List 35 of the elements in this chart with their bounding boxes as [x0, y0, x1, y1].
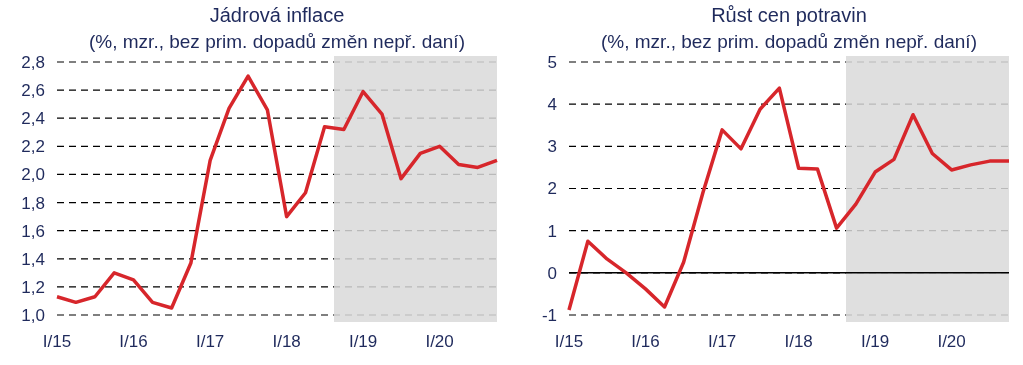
x-tick-label: I/16 [119, 332, 148, 351]
y-tick-label: 5 [547, 52, 557, 72]
y-tick-label: 2,8 [21, 52, 45, 72]
y-tick-label: 1,6 [21, 221, 45, 241]
chart-title: Jádrová inflace [209, 4, 345, 26]
y-tick-label: 4 [547, 95, 557, 115]
x-tick-label: I/19 [348, 332, 378, 351]
y-tick-label: 1 [547, 221, 557, 241]
x-tick-label: I/18 [272, 332, 301, 351]
line-series [567, 86, 1011, 312]
y-tick-label: 2,6 [21, 81, 45, 101]
y-tick-label: 1,0 [21, 305, 45, 325]
chart-subtitle: (%, mzr., bez prim. dopadů změn nepř. daní) [89, 31, 465, 52]
y-tick-label: 1,4 [21, 249, 45, 269]
y-tick-label: 3 [547, 137, 557, 157]
y-tick-label: 2 [547, 179, 557, 199]
x-tick-label: I/19 [860, 332, 890, 351]
x-tick-label: I/17 [707, 332, 737, 351]
x-tick-label: I/18 [784, 332, 813, 351]
line-series [55, 74, 499, 310]
y-tick-label: 1,2 [21, 277, 45, 297]
x-tick-label: I/15 [554, 332, 584, 351]
x-tick-label: I/16 [631, 332, 660, 351]
y-tick-label: 2,4 [21, 109, 45, 129]
x-tick-label: I/20 [937, 332, 966, 351]
x-tick-label: I/20 [425, 332, 454, 351]
chart-subtitle: (%, mzr., bez prim. dopadů změn nepř. daní) [601, 31, 977, 52]
x-tick-label: I/15 [42, 332, 72, 351]
y-tick-label: 1,8 [21, 193, 45, 213]
y-tick-label: 0 [547, 263, 557, 283]
y-tick-label: 2,2 [21, 137, 45, 157]
x-tick-label: I/17 [195, 332, 225, 351]
y-tick-label: -1 [541, 305, 557, 325]
chart-title: Růst cen potravin [711, 4, 867, 26]
y-tick-label: 2,0 [21, 165, 45, 185]
